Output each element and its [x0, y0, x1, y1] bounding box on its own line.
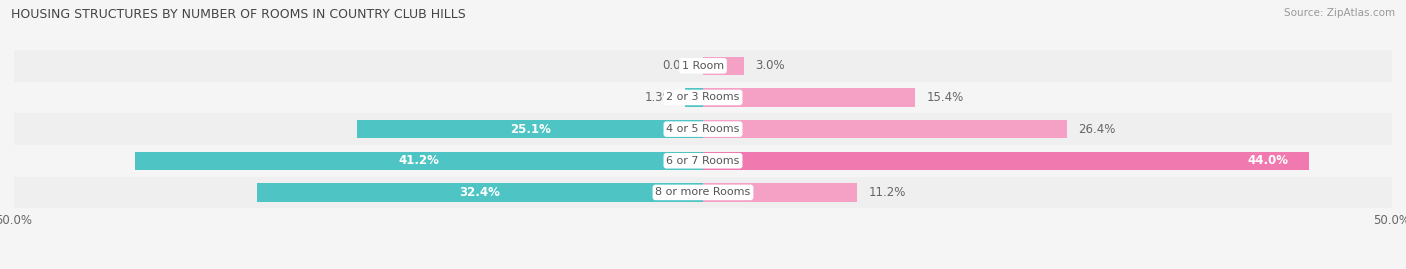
Bar: [703, 57, 744, 75]
Text: 4 or 5 Rooms: 4 or 5 Rooms: [666, 124, 740, 134]
Text: 11.2%: 11.2%: [869, 186, 905, 199]
Bar: [14, 145, 1392, 176]
Text: 3.0%: 3.0%: [755, 59, 785, 72]
Text: 41.2%: 41.2%: [399, 154, 440, 167]
Bar: [685, 88, 703, 107]
Text: 1 Room: 1 Room: [682, 61, 724, 71]
Bar: [14, 113, 1392, 145]
Text: HOUSING STRUCTURES BY NUMBER OF ROOMS IN COUNTRY CLUB HILLS: HOUSING STRUCTURES BY NUMBER OF ROOMS IN…: [11, 8, 465, 21]
Bar: [256, 183, 703, 201]
Bar: [703, 152, 1309, 170]
Bar: [14, 176, 1392, 208]
Text: 15.4%: 15.4%: [927, 91, 963, 104]
Text: Source: ZipAtlas.com: Source: ZipAtlas.com: [1284, 8, 1395, 18]
Bar: [357, 120, 703, 138]
Text: 6 or 7 Rooms: 6 or 7 Rooms: [666, 156, 740, 166]
Text: 32.4%: 32.4%: [460, 186, 501, 199]
Text: 0.0%: 0.0%: [662, 59, 692, 72]
Bar: [14, 50, 1392, 82]
Text: 2 or 3 Rooms: 2 or 3 Rooms: [666, 93, 740, 102]
Bar: [703, 120, 1067, 138]
Bar: [14, 82, 1392, 113]
Bar: [135, 152, 703, 170]
Bar: [703, 88, 915, 107]
Text: 25.1%: 25.1%: [509, 123, 551, 136]
Bar: [703, 183, 858, 201]
Text: 1.3%: 1.3%: [644, 91, 673, 104]
Text: 44.0%: 44.0%: [1247, 154, 1289, 167]
Text: 8 or more Rooms: 8 or more Rooms: [655, 187, 751, 197]
Text: 26.4%: 26.4%: [1078, 123, 1115, 136]
